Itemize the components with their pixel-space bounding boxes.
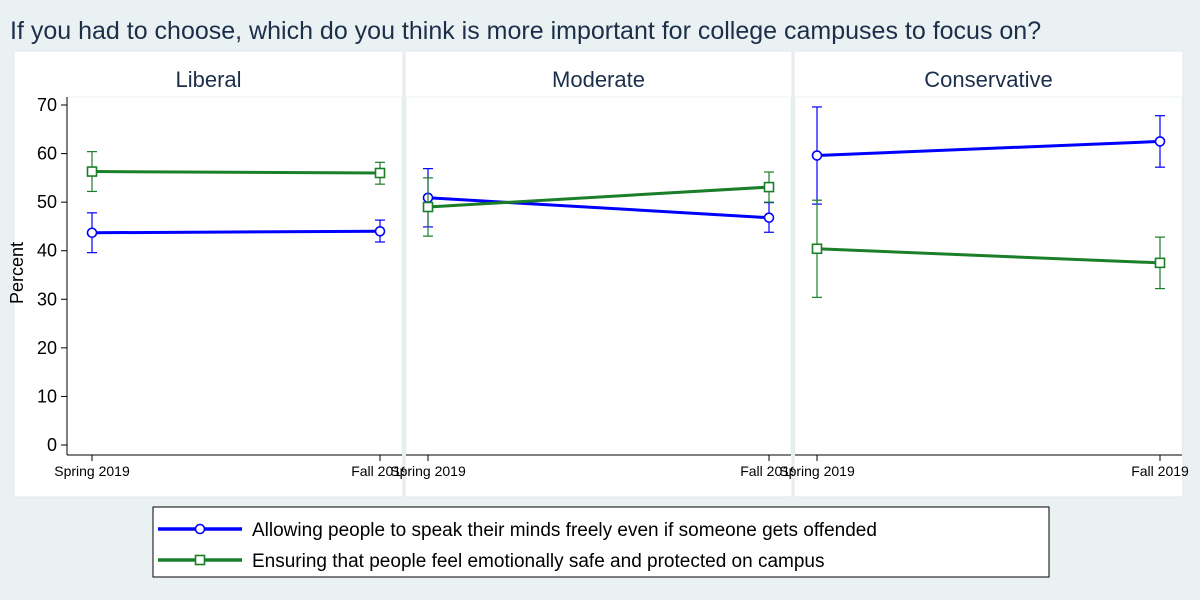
legend-label: Allowing people to speak their minds fre… bbox=[252, 520, 877, 541]
series-speak-freely bbox=[86, 212, 386, 254]
series-line bbox=[816, 247, 1161, 265]
y-tick-label: 50 bbox=[37, 192, 57, 212]
data-point bbox=[811, 150, 823, 161]
y-tick-label: 70 bbox=[37, 95, 57, 115]
data-point bbox=[86, 227, 98, 239]
x-tick-label: Fall 2019 bbox=[1131, 463, 1189, 479]
series-emotionally-safe bbox=[422, 171, 775, 237]
panel-title: Liberal bbox=[175, 67, 241, 92]
data-point bbox=[811, 243, 823, 255]
y-tick-label: 10 bbox=[37, 386, 57, 406]
legend-marker bbox=[194, 523, 206, 535]
series-line bbox=[427, 185, 770, 209]
legend-marker bbox=[194, 554, 206, 566]
y-tick-label: 0 bbox=[47, 435, 57, 455]
x-tick-label: Spring 2019 bbox=[54, 463, 130, 479]
data-point bbox=[374, 167, 386, 179]
data-point bbox=[1154, 257, 1166, 269]
series-line bbox=[91, 229, 381, 235]
series-line bbox=[427, 196, 770, 220]
legend-box bbox=[152, 506, 1050, 578]
data-point bbox=[86, 166, 98, 177]
x-tick-label: Spring 2019 bbox=[390, 463, 466, 479]
panel-background bbox=[13, 50, 404, 498]
x-tick-label: Spring 2019 bbox=[779, 463, 855, 479]
panel-background bbox=[793, 50, 1184, 498]
series-line bbox=[91, 170, 381, 175]
series-emotionally-safe bbox=[86, 151, 386, 193]
data-point bbox=[374, 225, 386, 237]
data-point bbox=[422, 201, 434, 213]
y-axis-label: Percent bbox=[7, 242, 27, 304]
legend: Allowing people to speak their minds fre… bbox=[152, 506, 1050, 578]
y-tick-label: 20 bbox=[37, 338, 57, 358]
chart-title: If you had to choose, which do you think… bbox=[10, 17, 1041, 45]
panel-title: Moderate bbox=[552, 67, 645, 92]
panel-liberal: Liberal 0 10 20 30 40 50 60 70 Percent Spring 2019… bbox=[7, 50, 409, 498]
series-speak-freely bbox=[811, 106, 1166, 205]
y-tick-label: 40 bbox=[37, 241, 57, 261]
series-line bbox=[816, 139, 1161, 158]
y-tick-label: 60 bbox=[37, 144, 57, 164]
legend-label: Ensuring that people feel emotionally sa… bbox=[252, 551, 824, 572]
data-point bbox=[763, 212, 775, 223]
x-tick-label: Fall 2019 bbox=[351, 463, 409, 479]
legend-item: Allowing people to speak their minds fre… bbox=[158, 520, 877, 541]
data-point bbox=[1154, 136, 1166, 147]
x-tick-label: Fall 2019 bbox=[740, 463, 798, 479]
panel-title: Conservative bbox=[924, 67, 1052, 92]
legend-item: Ensuring that people feel emotionally sa… bbox=[158, 551, 824, 572]
panel-moderate: Moderate Spring 2019 Fall 2019 bbox=[390, 50, 798, 498]
y-tick-label: 30 bbox=[37, 289, 57, 309]
series-emotionally-safe bbox=[811, 199, 1166, 298]
panels: Liberal 0 10 20 30 40 50 60 70 Percent Spring 2019… bbox=[7, 50, 1189, 498]
panel-background bbox=[404, 50, 793, 498]
panel-conservative: Conservative Spring 2019 Fall 2019 bbox=[779, 50, 1189, 498]
data-point bbox=[763, 181, 775, 193]
